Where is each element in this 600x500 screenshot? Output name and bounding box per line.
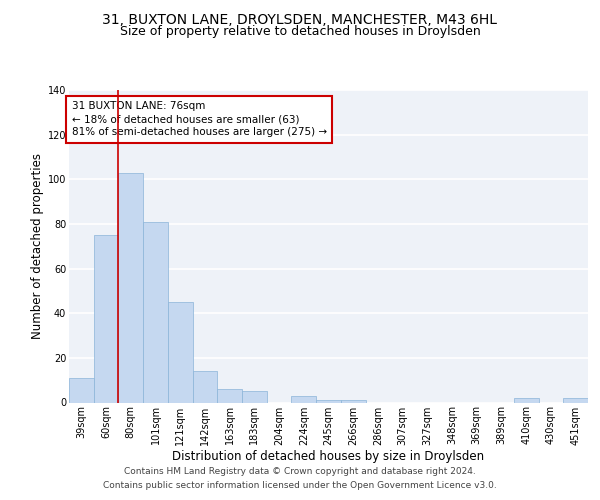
Bar — [94, 235, 118, 402]
Text: Contains public sector information licensed under the Open Government Licence v3: Contains public sector information licen… — [103, 481, 497, 490]
X-axis label: Distribution of detached houses by size in Droylsden: Distribution of detached houses by size … — [172, 450, 485, 463]
Text: Contains HM Land Registry data © Crown copyright and database right 2024.: Contains HM Land Registry data © Crown c… — [124, 467, 476, 476]
Bar — [118, 172, 143, 402]
Bar — [563, 398, 588, 402]
Bar — [242, 392, 267, 402]
Text: Size of property relative to detached houses in Droylsden: Size of property relative to detached ho… — [119, 25, 481, 38]
Bar — [143, 222, 168, 402]
Bar — [316, 400, 341, 402]
Y-axis label: Number of detached properties: Number of detached properties — [31, 153, 44, 339]
Bar — [69, 378, 94, 402]
Bar — [168, 302, 193, 402]
Bar — [193, 371, 217, 402]
Bar — [292, 396, 316, 402]
Bar — [341, 400, 365, 402]
Bar — [514, 398, 539, 402]
Text: 31 BUXTON LANE: 76sqm
← 18% of detached houses are smaller (63)
81% of semi-deta: 31 BUXTON LANE: 76sqm ← 18% of detached … — [71, 101, 327, 138]
Bar — [217, 389, 242, 402]
Text: 31, BUXTON LANE, DROYLSDEN, MANCHESTER, M43 6HL: 31, BUXTON LANE, DROYLSDEN, MANCHESTER, … — [103, 12, 497, 26]
